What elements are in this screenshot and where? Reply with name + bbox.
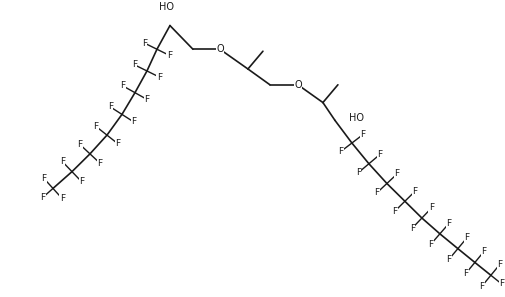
Text: HO: HO: [349, 113, 364, 123]
Text: F: F: [374, 189, 379, 198]
Text: F: F: [412, 187, 417, 196]
Text: F: F: [361, 130, 366, 139]
Text: F: F: [356, 168, 361, 177]
Text: F: F: [77, 140, 82, 149]
Text: F: F: [377, 150, 382, 159]
Text: F: F: [97, 159, 103, 168]
Text: F: F: [60, 157, 65, 166]
Text: F: F: [40, 193, 45, 202]
Text: F: F: [41, 174, 46, 183]
Text: F: F: [144, 95, 149, 104]
Text: F: F: [167, 51, 172, 60]
Text: F: F: [79, 177, 84, 186]
Text: F: F: [410, 224, 415, 233]
Text: F: F: [394, 170, 399, 178]
Text: F: F: [120, 81, 125, 90]
Text: F: F: [157, 73, 162, 82]
Text: F: F: [446, 255, 451, 264]
Text: F: F: [497, 260, 502, 269]
Text: F: F: [115, 139, 121, 148]
Text: F: F: [464, 233, 469, 242]
Text: F: F: [479, 282, 485, 290]
Text: F: F: [428, 240, 433, 249]
Text: F: F: [392, 206, 397, 216]
Text: F: F: [481, 247, 486, 256]
Text: O: O: [294, 80, 301, 90]
Text: F: F: [108, 102, 113, 111]
Text: F: F: [464, 269, 469, 278]
Text: F: F: [446, 219, 451, 228]
Text: F: F: [93, 122, 98, 131]
Text: F: F: [429, 203, 434, 212]
Text: F: F: [142, 39, 147, 48]
Text: F: F: [338, 147, 343, 156]
Text: F: F: [499, 279, 504, 288]
Text: O: O: [216, 44, 224, 54]
Text: F: F: [132, 60, 137, 69]
Text: HO: HO: [160, 2, 174, 12]
Text: F: F: [131, 117, 136, 127]
Text: F: F: [60, 194, 65, 203]
